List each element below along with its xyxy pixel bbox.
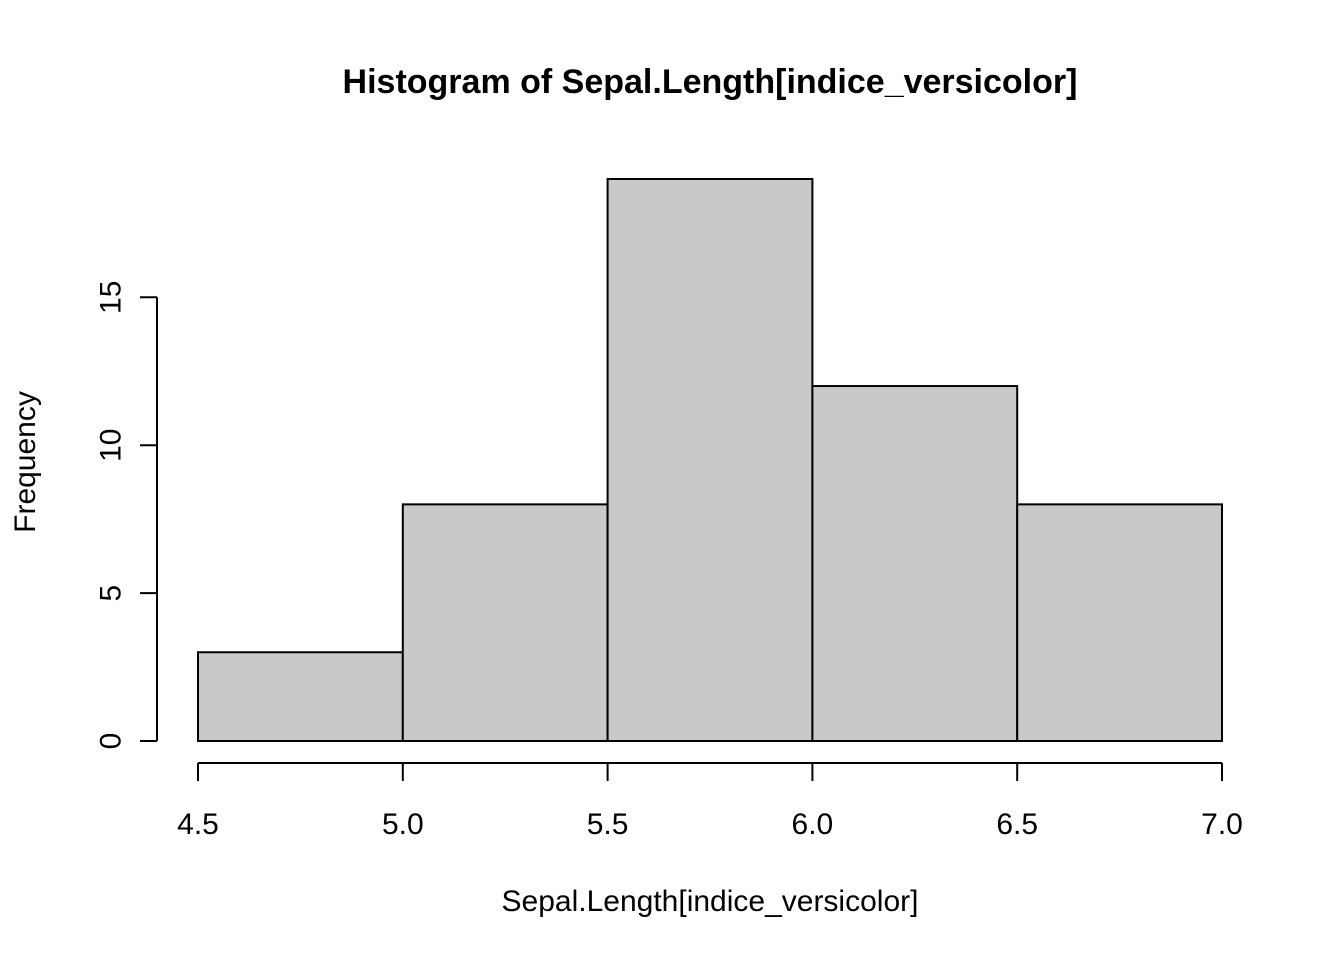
chart-title: Histogram of Sepal.Length[indice_versico… [343, 63, 1078, 101]
y-axis-label: Frequency [9, 391, 42, 533]
histogram-bar-4 [811, 385, 1019, 742]
histogram-bar-5 [1016, 503, 1224, 742]
histogram-bar-2 [401, 503, 609, 742]
histogram-bar-1 [197, 651, 404, 743]
x-axis: 4.5 5.0 5.5 6.0 6.5 7.0 [177, 762, 1243, 841]
y-axis: 0 5 10 15 [95, 281, 158, 750]
x-tick-label-4.5: 4.5 [177, 808, 219, 841]
x-tick-label-5.0: 5.0 [382, 808, 424, 841]
histogram-bar-3 [606, 177, 814, 743]
y-tick-label-5: 5 [95, 585, 128, 602]
x-tick-label-7.0: 7.0 [1201, 808, 1243, 841]
y-tick-label-10: 10 [95, 429, 128, 462]
x-tick-label-6.5: 6.5 [996, 808, 1038, 841]
x-tick-label-6.0: 6.0 [792, 808, 834, 841]
y-tick-label-15: 15 [95, 281, 128, 314]
y-tick-label-0: 0 [95, 733, 128, 750]
x-axis-label: Sepal.Length[indice_versicolor] [502, 885, 919, 918]
x-tick-label-5.5: 5.5 [587, 808, 629, 841]
bars-group [197, 177, 1224, 743]
